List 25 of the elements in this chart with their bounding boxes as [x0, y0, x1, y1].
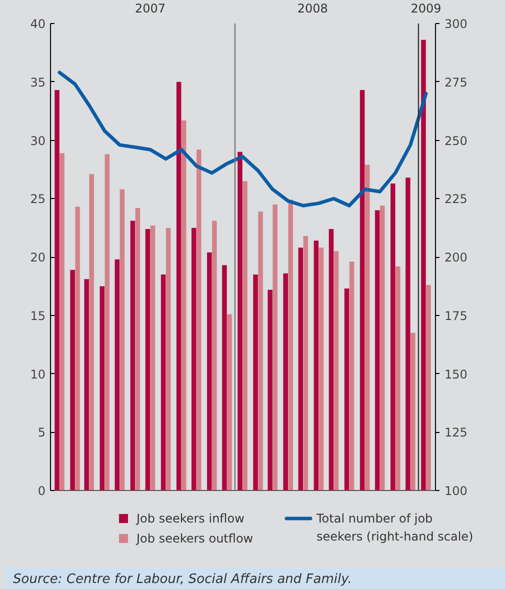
y-tick-label: 20: [30, 250, 46, 264]
x-tick-label: 2009: [410, 2, 442, 16]
y2-tick-label: 225: [444, 192, 468, 206]
y-tick-label: 30: [30, 134, 46, 148]
y2-tick-label: 100: [444, 484, 468, 498]
y2-tick-label: 175: [444, 308, 468, 323]
source-note: Source: Centre for Labour, Social Affairs and Family.: [13, 571, 352, 589]
y-tick-label: 25: [30, 192, 46, 206]
y2-tick-label: 125: [444, 426, 468, 440]
y2-tick-label: 250: [444, 134, 468, 148]
x-tick-label: 2007: [134, 2, 166, 16]
y2-tick-label: 200: [444, 250, 468, 264]
y-tick-label: 10: [30, 367, 46, 382]
legend-label: Job seekers outflow: [136, 532, 254, 546]
x-tick-label: 2008: [297, 2, 328, 16]
y-tick-label: 15: [30, 308, 46, 323]
y-tick-label: 5: [38, 426, 46, 440]
y-tick-label: 40: [30, 17, 46, 31]
y2-tick-label: 150: [444, 367, 468, 382]
legend-label: Job seekers inflow: [136, 512, 245, 526]
legend-label: Total number of job seekers (right-hand scale): [316, 512, 474, 544]
y2-tick-label: 300: [444, 17, 468, 31]
y-tick-label: 35: [30, 75, 46, 90]
y2-tick-label: 275: [444, 75, 468, 90]
y-tick-label: 0: [38, 484, 46, 498]
